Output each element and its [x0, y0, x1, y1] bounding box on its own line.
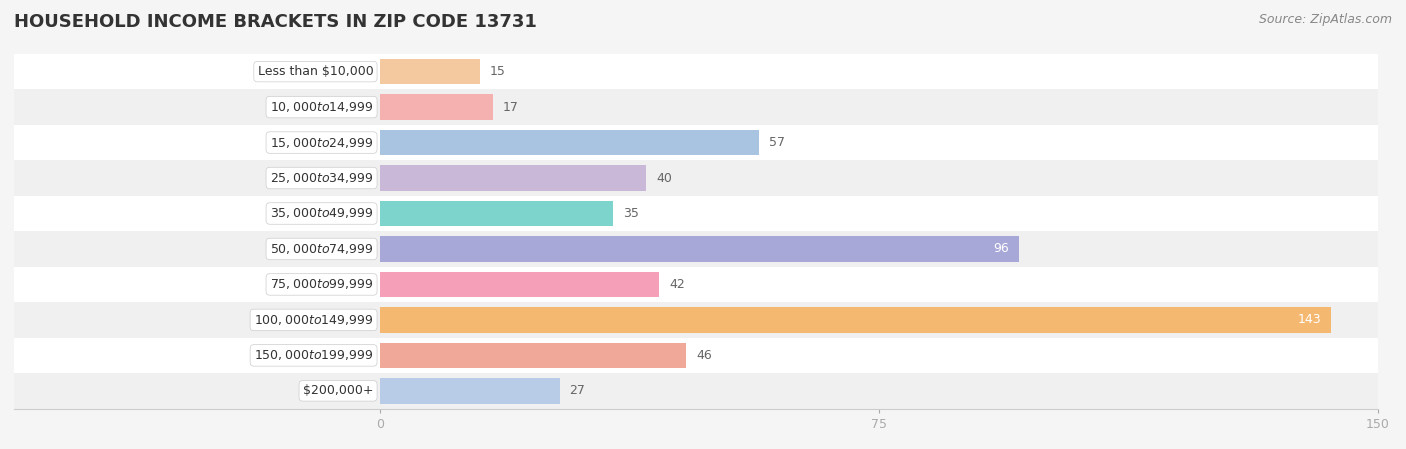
Text: HOUSEHOLD INCOME BRACKETS IN ZIP CODE 13731: HOUSEHOLD INCOME BRACKETS IN ZIP CODE 13… — [14, 13, 537, 31]
Text: 17: 17 — [503, 101, 519, 114]
Text: 143: 143 — [1298, 313, 1322, 326]
Text: Source: ZipAtlas.com: Source: ZipAtlas.com — [1258, 13, 1392, 26]
Text: $35,000 to $49,999: $35,000 to $49,999 — [270, 207, 374, 220]
Bar — [380, 272, 659, 297]
Bar — [14, 160, 1378, 196]
Text: $25,000 to $34,999: $25,000 to $34,999 — [270, 171, 374, 185]
Bar — [380, 130, 759, 155]
Bar — [380, 236, 1018, 262]
Text: 27: 27 — [569, 384, 585, 397]
Bar — [380, 201, 613, 226]
Bar — [380, 59, 479, 84]
Text: 96: 96 — [993, 242, 1008, 255]
Text: $75,000 to $99,999: $75,000 to $99,999 — [270, 277, 374, 291]
Bar — [380, 165, 647, 191]
Bar — [380, 94, 494, 120]
Text: 15: 15 — [489, 65, 506, 78]
Bar — [14, 196, 1378, 231]
Text: $15,000 to $24,999: $15,000 to $24,999 — [270, 136, 374, 150]
Text: 35: 35 — [623, 207, 638, 220]
Bar — [14, 338, 1378, 373]
Text: $150,000 to $199,999: $150,000 to $199,999 — [254, 348, 374, 362]
Text: 42: 42 — [669, 278, 685, 291]
Text: $100,000 to $149,999: $100,000 to $149,999 — [254, 313, 374, 327]
Text: $50,000 to $74,999: $50,000 to $74,999 — [270, 242, 374, 256]
Bar — [380, 343, 686, 368]
Text: $200,000+: $200,000+ — [302, 384, 374, 397]
Bar — [14, 231, 1378, 267]
Text: 57: 57 — [769, 136, 785, 149]
Bar — [14, 54, 1378, 89]
Bar — [14, 373, 1378, 409]
Bar — [14, 125, 1378, 160]
Text: Less than $10,000: Less than $10,000 — [257, 65, 374, 78]
Bar — [14, 267, 1378, 302]
Text: 40: 40 — [657, 172, 672, 185]
Bar — [380, 378, 560, 404]
Bar — [14, 302, 1378, 338]
Text: $10,000 to $14,999: $10,000 to $14,999 — [270, 100, 374, 114]
Text: 46: 46 — [696, 349, 711, 362]
Bar — [380, 307, 1331, 333]
Bar — [14, 89, 1378, 125]
